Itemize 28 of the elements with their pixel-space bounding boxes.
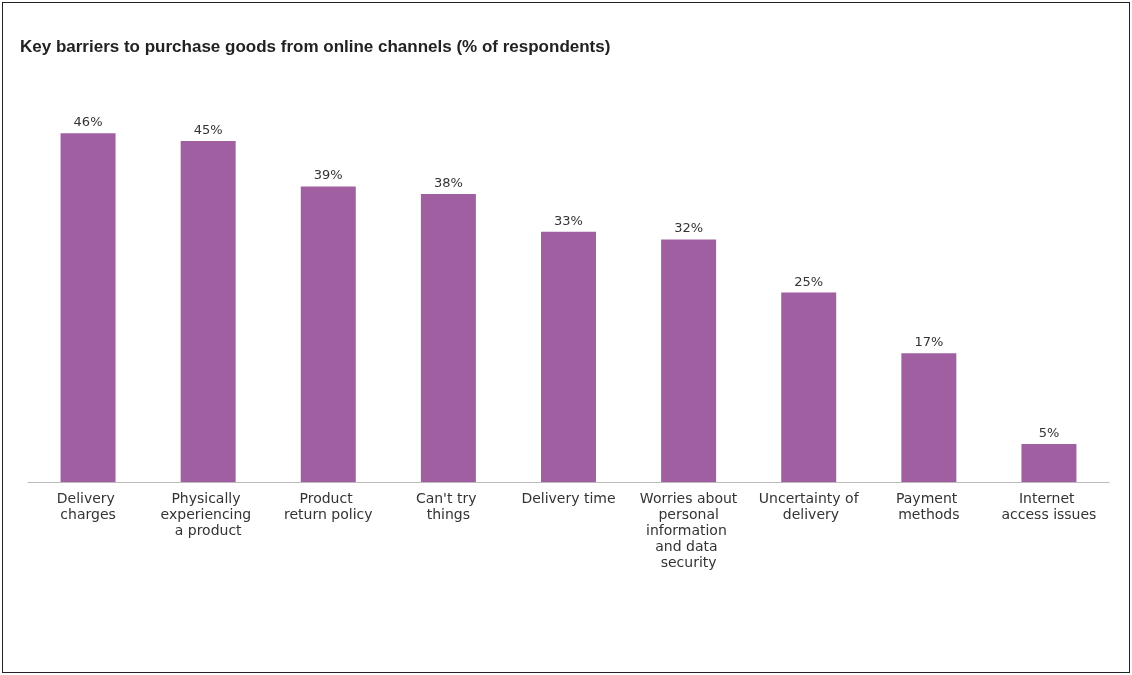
x-tick-label: Payment methods bbox=[895, 490, 962, 522]
data-label: 5% bbox=[1038, 425, 1060, 441]
data-label: 25% bbox=[794, 273, 824, 289]
bar bbox=[1021, 444, 1077, 482]
data-label: 45% bbox=[193, 121, 223, 137]
data-label: 33% bbox=[554, 212, 583, 228]
x-tick-label: Physically experiencing a product bbox=[160, 490, 256, 538]
bar bbox=[420, 193, 476, 482]
bar bbox=[180, 140, 236, 482]
bar bbox=[661, 239, 717, 482]
x-tick-label: Uncertainty of delivery bbox=[758, 490, 860, 522]
x-tick-label: Delivery time bbox=[521, 490, 616, 506]
data-label: 38% bbox=[433, 174, 463, 190]
data-label: 32% bbox=[674, 220, 704, 236]
data-label: 17% bbox=[914, 334, 944, 350]
bar bbox=[60, 133, 116, 482]
bar bbox=[901, 353, 957, 482]
x-tick-label: Internet access issues bbox=[1001, 490, 1097, 522]
bar bbox=[541, 231, 596, 482]
bar bbox=[781, 292, 837, 482]
data-label: 46% bbox=[73, 114, 103, 130]
data-label: 39% bbox=[313, 167, 343, 183]
x-tick-label: Worries about personal information and data security bbox=[639, 490, 738, 570]
chart-title: Key barriers to purchase goods from online channels (% of respondents) bbox=[20, 37, 611, 56]
x-tick-label: Product return policy bbox=[284, 490, 373, 522]
bar bbox=[300, 186, 356, 482]
x-tick-label: Can't try things bbox=[415, 490, 481, 522]
x-tick-label: Delivery charges bbox=[56, 490, 120, 522]
